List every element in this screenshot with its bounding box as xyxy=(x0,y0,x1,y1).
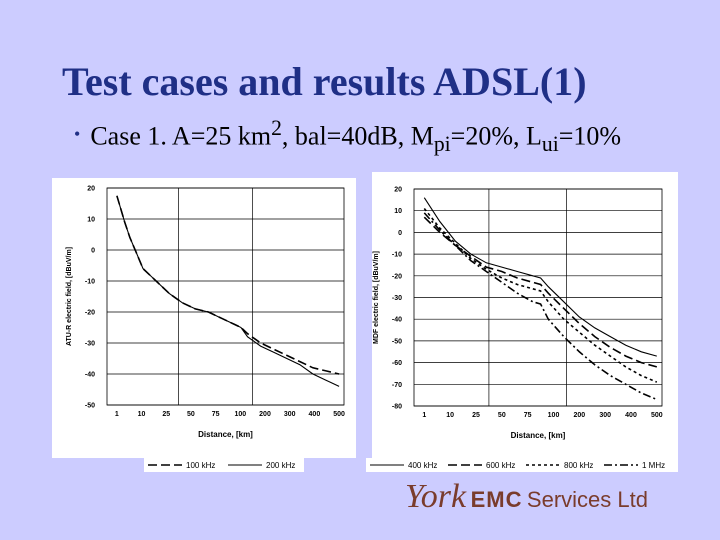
right-chart-legend: 400 kHz 600 kHz 800 kHz 1 MHz xyxy=(366,458,678,472)
y-tick-label: 0 xyxy=(398,230,402,237)
y-tick-label: -20 xyxy=(392,273,402,280)
y-tick-label: -60 xyxy=(392,360,402,367)
bullet-text-3: =20%, L xyxy=(450,121,542,151)
x-tick-label: 500 xyxy=(333,411,345,418)
case-bullet: • Case 1. A=25 km2, bal=40dB, Mpi=20%, Lu… xyxy=(74,116,621,157)
x-tick-label: 300 xyxy=(599,412,611,419)
legend-label: 100 kHz xyxy=(186,461,215,470)
x-tick-label: 10 xyxy=(138,411,146,418)
x-tick-label: 100 xyxy=(234,411,246,418)
x-tick-label: 50 xyxy=(498,412,506,419)
left-legend-svg: 100 kHz 200 kHz xyxy=(148,461,295,470)
york-emc-logo: York EMC Services Ltd xyxy=(405,478,648,518)
x-tick-label: 200 xyxy=(259,411,271,418)
logo-york: York xyxy=(405,478,467,515)
series-line-1-mhz xyxy=(423,212,658,401)
x-axis-title: Distance, [km] xyxy=(198,430,253,439)
bullet-text-1: Case 1. A=25 km xyxy=(90,121,272,151)
legend-label: 200 kHz xyxy=(266,461,295,470)
y-tick-label: -40 xyxy=(85,372,95,379)
y-tick-label: -20 xyxy=(85,310,95,317)
x-tick-label: 25 xyxy=(162,411,170,418)
y-tick-label: -80 xyxy=(392,404,402,411)
bullet-sup-1: 2 xyxy=(271,116,282,140)
y-tick-label: -40 xyxy=(392,317,402,324)
x-tick-label: 400 xyxy=(625,412,637,419)
y-tick-label: 20 xyxy=(394,187,402,194)
y-tick-label: 10 xyxy=(394,208,402,215)
left-chart-legend: 100 kHz 200 kHz xyxy=(144,458,304,472)
x-tick-label: 500 xyxy=(651,412,663,419)
x-tick-label: 75 xyxy=(524,412,532,419)
series-line-100-khz xyxy=(116,195,340,375)
y-axis-title: ATU-R electric field, [dBuV/m] xyxy=(66,247,73,346)
y-tick-label: -50 xyxy=(85,403,95,410)
y-tick-label: -70 xyxy=(392,382,402,389)
bullet-sub-1: pi xyxy=(433,131,451,156)
bullet-icon: • xyxy=(74,123,81,144)
y-tick-label: -30 xyxy=(392,295,402,302)
series-line-800-khz xyxy=(423,208,658,383)
legend-label: 800 kHz xyxy=(564,461,593,470)
y-tick-label: 10 xyxy=(87,217,95,224)
right-chart: 20 10 0 -10 -20 -30 -40 -50 -60 -70 -80 1 10 25 50 75 10… xyxy=(372,172,678,462)
y-tick-label: -10 xyxy=(85,279,95,286)
x-tick-label: 400 xyxy=(309,411,321,418)
right-legend-svg: 400 kHz 600 kHz 800 kHz 1 MHz xyxy=(370,461,665,470)
x-tick-label: 1 xyxy=(422,412,426,419)
series-line-200-khz xyxy=(116,195,340,387)
plot-frame xyxy=(106,187,345,406)
x-tick-label: 100 xyxy=(548,412,560,419)
y-tick-label: 0 xyxy=(91,248,95,255)
x-tick-label: 75 xyxy=(212,411,220,418)
left-chart: 20 10 0 -10 -20 -30 -40 -50 1 10 25 50 75 100 200 300 40… xyxy=(52,178,356,458)
x-tick-label: 300 xyxy=(284,411,296,418)
legend-label: 400 kHz xyxy=(408,461,437,470)
slide-title: Test cases and results ADSL(1) xyxy=(62,59,587,104)
x-tick-label: 200 xyxy=(573,412,585,419)
x-axis-title: Distance, [km] xyxy=(511,431,566,440)
y-tick-label: -10 xyxy=(392,252,402,259)
plot-frame xyxy=(413,188,663,407)
bullet-text-2: , bal=40dB, M xyxy=(281,121,434,151)
x-tick-label: 10 xyxy=(446,412,454,419)
bullet-text-4: =10% xyxy=(558,121,622,151)
logo-services: Services Ltd xyxy=(526,487,648,512)
x-tick-label: 25 xyxy=(472,412,480,419)
y-tick-label: -30 xyxy=(85,341,95,348)
x-tick-label: 1 xyxy=(115,411,119,418)
bullet-sub-2: ui xyxy=(541,131,559,156)
legend-label: 600 kHz xyxy=(486,461,515,470)
legend-label: 1 MHz xyxy=(642,461,665,470)
y-tick-label: 20 xyxy=(87,186,95,193)
series-line-400-khz xyxy=(423,197,657,357)
x-tick-label: 50 xyxy=(187,411,195,418)
y-axis-title: MDF electric field, [dBuV/m] xyxy=(373,251,380,344)
y-tick-label: -50 xyxy=(392,338,402,345)
logo-emc: EMC xyxy=(470,487,523,512)
